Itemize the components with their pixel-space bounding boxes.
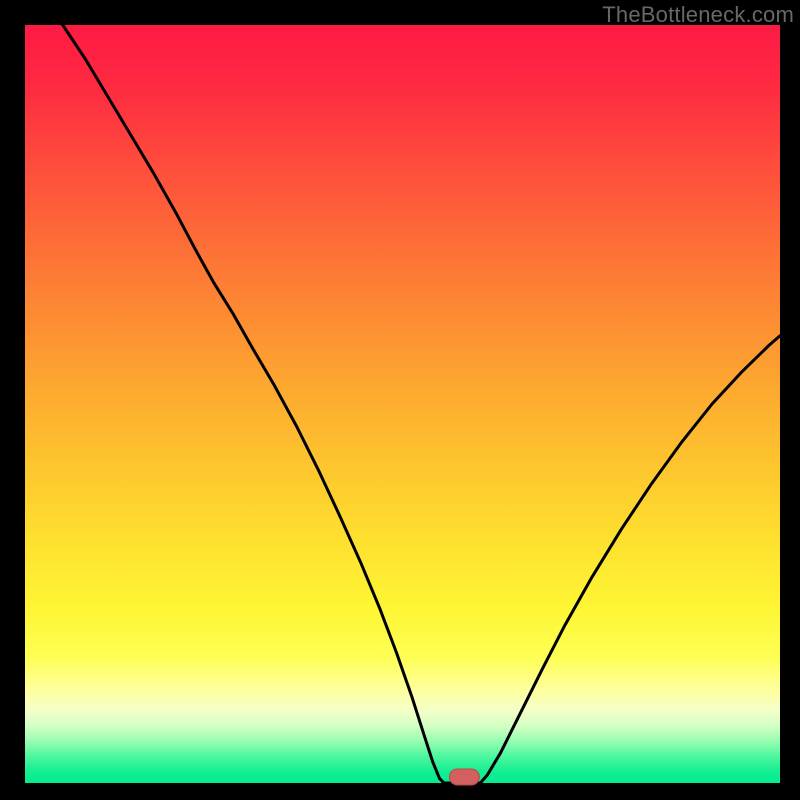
- optimum-marker: [449, 769, 479, 785]
- bottleneck-chart: [0, 0, 800, 800]
- chart-stage: TheBottleneck.com: [0, 0, 800, 800]
